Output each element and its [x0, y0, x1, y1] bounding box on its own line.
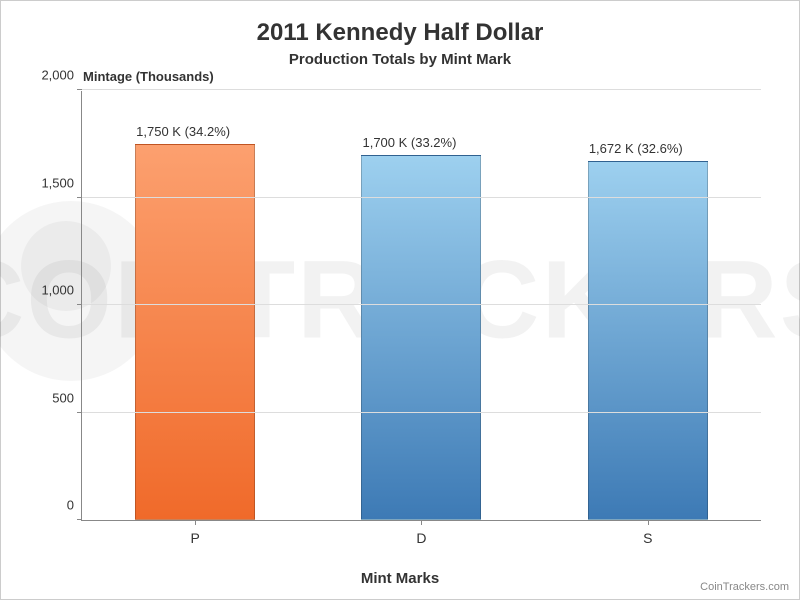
xtick-label: P [190, 530, 199, 546]
bar-group: 1,700 K (33.2%)D [308, 155, 534, 521]
bar-value-label: 1,672 K (32.6%) [589, 141, 683, 156]
chart-subtitle: Production Totals by Mint Mark [1, 47, 799, 68]
ytick-label: 2,000 [41, 68, 74, 83]
ytick-label: 1,000 [41, 283, 74, 298]
plot-area: 1,750 K (34.2%)P1,700 K (33.2%)D1,672 K … [81, 91, 761, 521]
grid-line [82, 412, 761, 413]
bar: 1,700 K (33.2%) [361, 155, 481, 521]
xtick-label: D [416, 530, 426, 546]
ytick-mark [77, 197, 82, 198]
xtick-mark [648, 520, 649, 525]
x-axis-label: Mint Marks [361, 570, 439, 587]
xtick-label: S [643, 530, 652, 546]
bar-value-label: 1,700 K (33.2%) [362, 135, 456, 150]
ytick-label: 0 [67, 498, 74, 513]
ytick-mark [77, 89, 82, 90]
chart-title: 2011 Kennedy Half Dollar [1, 1, 799, 47]
xtick-mark [195, 520, 196, 525]
grid-line [82, 89, 761, 90]
ytick-label: 500 [52, 390, 74, 405]
ytick-label: 1,500 [41, 175, 74, 190]
chart-container: 2011 Kennedy Half Dollar Production Tota… [1, 1, 799, 599]
bar: 1,672 K (32.6%) [588, 161, 708, 520]
ytick-mark [77, 412, 82, 413]
y-axis-label: Mintage (Thousands) [83, 69, 214, 84]
grid-line [82, 304, 761, 305]
attribution: CoinTrackers.com [700, 581, 789, 593]
bar: 1,750 K (34.2%) [135, 144, 255, 520]
ytick-mark [77, 519, 82, 520]
bar-group: 1,672 K (32.6%)S [535, 161, 761, 520]
ytick-mark [77, 304, 82, 305]
bar-value-label: 1,750 K (34.2%) [136, 124, 230, 139]
xtick-mark [421, 520, 422, 525]
grid-line [82, 197, 761, 198]
bars-group: 1,750 K (34.2%)P1,700 K (33.2%)D1,672 K … [82, 91, 761, 520]
bar-group: 1,750 K (34.2%)P [82, 144, 308, 520]
